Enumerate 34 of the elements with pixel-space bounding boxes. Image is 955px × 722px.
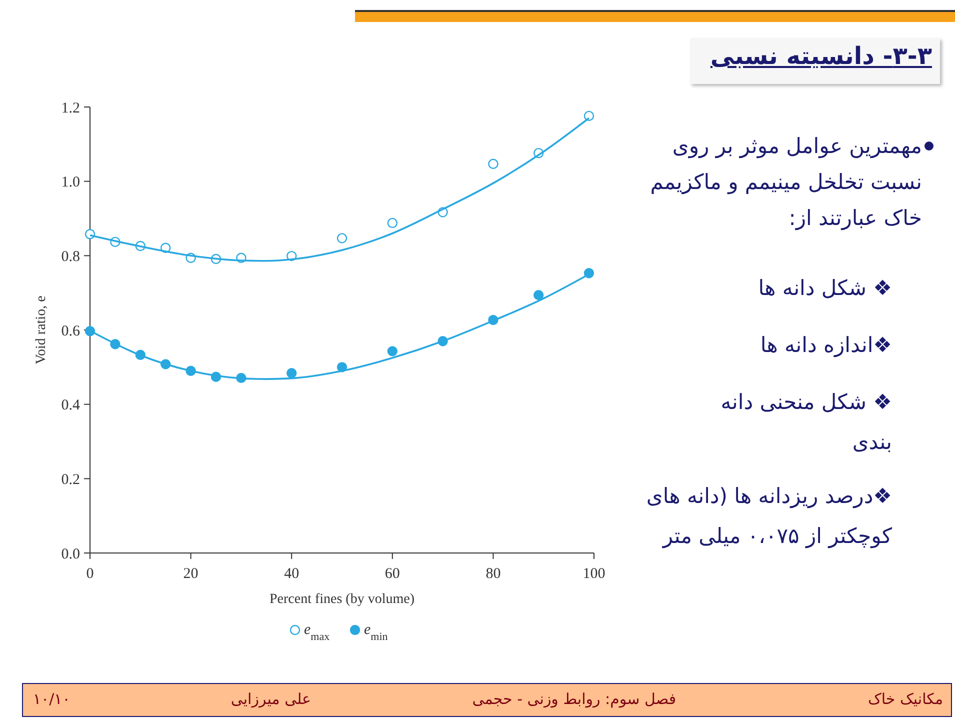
point (533, 290, 544, 300)
point (387, 218, 398, 228)
text: ❖درصد ریزدانه ها (دانه های کوچکتر از ۰،۰۷۵ میلی متر (645, 483, 892, 550)
legend-label: e$_{max}$ (304, 622, 330, 643)
text: ❖ شکل دانه ها (757, 275, 892, 302)
text: مهمترین عوامل موثر بر روی نسبت تخلخل مینیمم و ماکزیمم خاک عبارتند از: (650, 133, 922, 232)
x-tick-label: 100 (582, 566, 606, 582)
y-tick-label: 1.2 (61, 100, 80, 116)
legend-label: e$_{min}$ (364, 622, 388, 643)
text: ۳-۳- دانسیته نسبی (710, 42, 932, 70)
point (387, 346, 398, 356)
text: فصل سوم: روابط وزنی - حجمی (472, 690, 676, 708)
y-tick-label: 0.4 (61, 398, 80, 414)
x-tick-label: 20 (183, 566, 198, 582)
y-tick-label: 0.2 (61, 472, 80, 488)
x-tick-label: 0 (86, 566, 94, 582)
y-tick-label: 0.0 (61, 546, 80, 562)
x-tick-label: 80 (486, 566, 501, 582)
y-tick-label: 0.6 (61, 323, 80, 340)
y-tick-label: 0.8 (61, 248, 80, 265)
point (336, 233, 348, 244)
point (488, 158, 498, 169)
x-tick-label: 40 (284, 566, 300, 582)
point (286, 368, 297, 378)
y-tick-label: 1.0 (61, 174, 80, 191)
x-tick-label: 60 (384, 566, 400, 582)
y-axis-title: Void ratio, e (34, 296, 49, 364)
text: علی میرزایی (230, 690, 311, 708)
point (584, 110, 594, 122)
text: ۱۰/۱۰ (33, 690, 70, 708)
text: مکانیک خاک (868, 690, 943, 708)
text: ❖ شکل منحنی دانه بندی (720, 389, 892, 456)
text: ❖اندازه دانه ها (759, 332, 892, 360)
x-axis-title: Percent fines (by volume) (269, 592, 415, 607)
